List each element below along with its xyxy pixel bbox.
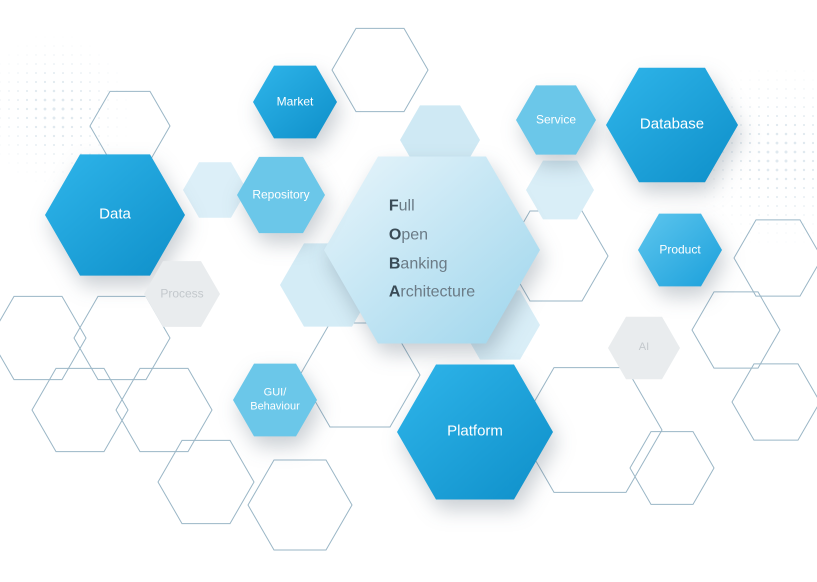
- hex-node-platform: [357, 314, 593, 550]
- center-rest: pen: [401, 226, 428, 243]
- center-acronym: Full OpenBanking Architecture: [389, 192, 475, 307]
- center-rest: anking: [400, 255, 447, 272]
- center-initial: O: [389, 226, 401, 243]
- center-initial: A: [389, 284, 401, 301]
- center-rest: rchitecture: [400, 284, 475, 301]
- center-initial: B: [389, 255, 401, 272]
- hex-node-gui: [193, 318, 357, 482]
- hex-node-ai: [568, 272, 720, 424]
- foba-diagram: FullOpenBankingArchitectureDataMarketRep…: [0, 0, 817, 582]
- center-initial: F: [389, 197, 399, 214]
- center-rest: ull: [399, 197, 415, 214]
